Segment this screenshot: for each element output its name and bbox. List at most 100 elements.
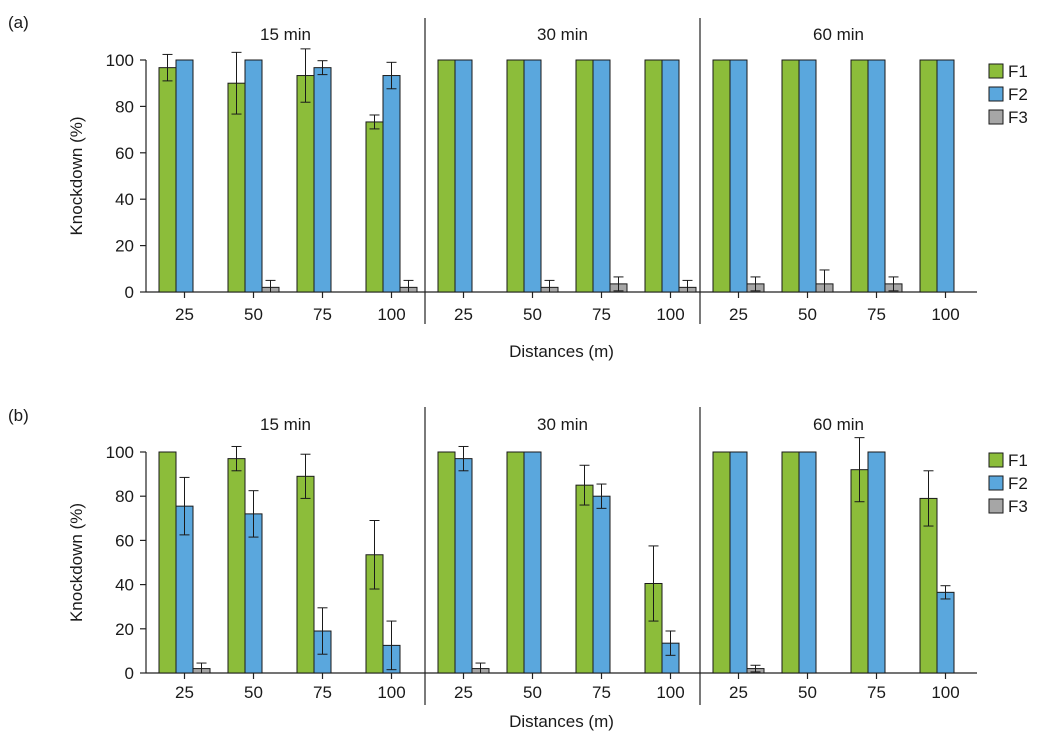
error-bar-f3 xyxy=(265,279,276,293)
error-bar-f2 xyxy=(665,630,676,656)
y-tick-label: 40 xyxy=(115,190,134,209)
error-bar-f1 xyxy=(369,520,380,590)
bar-f1 xyxy=(437,451,456,674)
x-tick-label: 50 xyxy=(244,305,263,324)
legend-label-f2: F2 xyxy=(1008,474,1028,493)
bar-f1 xyxy=(575,484,594,674)
x-tick-label: 75 xyxy=(867,305,886,324)
x-axis-label: Distances (m) xyxy=(509,712,614,731)
error-bar-f1 xyxy=(923,470,934,527)
bar-f1 xyxy=(506,59,525,293)
bar-f2 xyxy=(867,451,886,674)
error-bar-f2 xyxy=(386,620,397,671)
bar-f2 xyxy=(936,591,955,674)
x-tick-label: 50 xyxy=(798,683,817,702)
error-bar-f2 xyxy=(317,607,328,655)
group-title: 60 min xyxy=(813,25,864,44)
panel-1: (a) 0 20 40 60 80 100 Knockdown (%) 15 min 30 min… xyxy=(8,13,1028,361)
error-bar-f3 xyxy=(682,279,693,293)
x-tick-label: 75 xyxy=(592,683,611,702)
legend: F1 F2 F3 xyxy=(988,451,1028,516)
y-tick-label: 0 xyxy=(125,664,134,683)
legend-swatch-f2 xyxy=(988,86,1004,102)
error-bar-f1 xyxy=(854,437,865,503)
x-tick-label: 25 xyxy=(454,683,473,702)
bar-f1 xyxy=(850,59,869,293)
bar-f1 xyxy=(437,59,456,293)
error-bar-f1 xyxy=(300,453,311,499)
bar-f2 xyxy=(798,59,817,293)
x-tick-label: 25 xyxy=(175,305,194,324)
x-tick-label: 50 xyxy=(523,305,542,324)
legend-swatch-f1 xyxy=(988,63,1004,79)
x-tick-label: 25 xyxy=(454,305,473,324)
legend: F1 F2 F3 xyxy=(988,62,1028,127)
bar-f2 xyxy=(729,451,748,674)
bar-f2 xyxy=(313,67,332,293)
legend-swatch-f2 xyxy=(988,475,1004,491)
error-bar-f2 xyxy=(596,483,607,509)
legend-label-f1: F1 xyxy=(1008,62,1028,81)
y-axis-label: Knockdown (%) xyxy=(67,503,86,622)
x-tick-label: 50 xyxy=(523,683,542,702)
error-bar-f3 xyxy=(544,279,555,293)
error-bar-f1 xyxy=(162,53,173,82)
y-tick-label: 40 xyxy=(115,576,134,595)
y-tick-label: 100 xyxy=(106,51,134,70)
x-tick-label: 50 xyxy=(244,683,263,702)
error-bar-f1 xyxy=(300,48,311,103)
bar-f1 xyxy=(781,59,800,293)
error-bar-f2 xyxy=(458,445,469,472)
bar-f1 xyxy=(365,121,384,293)
error-bar-f1 xyxy=(231,445,242,472)
x-tick-label: 100 xyxy=(377,683,405,702)
x-tick-label: 25 xyxy=(729,305,748,324)
group-title: 30 min xyxy=(537,25,588,44)
group-title: 30 min xyxy=(537,415,588,434)
bar-f2 xyxy=(175,59,194,293)
legend-label-f3: F3 xyxy=(1008,497,1028,516)
legend-swatch-f1 xyxy=(988,452,1004,468)
x-tick-label: 50 xyxy=(798,305,817,324)
error-bar-f3 xyxy=(475,662,486,674)
error-bar-f3 xyxy=(750,276,761,292)
bar-f1 xyxy=(296,475,315,674)
error-bar-f3 xyxy=(819,269,830,293)
y-tick-label: 80 xyxy=(115,97,134,116)
error-bar-f2 xyxy=(179,476,190,536)
y-tick-label: 20 xyxy=(115,620,134,639)
bar-f2 xyxy=(244,59,263,293)
x-tick-label: 100 xyxy=(931,683,959,702)
bar-f2 xyxy=(454,458,473,674)
y-tick-label: 80 xyxy=(115,487,134,506)
x-tick-label: 75 xyxy=(313,683,332,702)
error-bar-f1 xyxy=(648,545,659,622)
x-tick-label: 75 xyxy=(313,305,332,324)
y-tick-label: 20 xyxy=(115,237,134,256)
panel-2: (b) 0 20 40 60 80 100 Knockdown (%) 15 min 30 min… xyxy=(8,406,1028,731)
group-title: 60 min xyxy=(813,415,864,434)
x-axis-label: Distances (m) xyxy=(509,342,614,361)
legend-label-f3: F3 xyxy=(1008,108,1028,127)
bar-f2 xyxy=(382,75,401,293)
error-bar-f2 xyxy=(386,61,397,90)
bar-f2 xyxy=(936,59,955,293)
bar-f2 xyxy=(523,59,542,293)
error-bar-f3 xyxy=(613,276,624,292)
x-tick-label: 75 xyxy=(867,683,886,702)
group-title: 15 min xyxy=(260,415,311,434)
y-tick-label: 60 xyxy=(115,531,134,550)
error-bar-f1 xyxy=(369,114,380,130)
x-tick-label: 100 xyxy=(656,305,684,324)
bar-f2 xyxy=(729,59,748,293)
error-bar-f1 xyxy=(579,464,590,506)
y-tick-label: 0 xyxy=(125,283,134,302)
bar-f2 xyxy=(867,59,886,293)
error-bar-f3 xyxy=(750,664,761,673)
bar-f1 xyxy=(644,59,663,293)
legend-swatch-f3 xyxy=(988,498,1004,514)
x-tick-label: 25 xyxy=(729,683,748,702)
bar-f1 xyxy=(506,451,525,674)
bar-f1 xyxy=(919,59,938,293)
